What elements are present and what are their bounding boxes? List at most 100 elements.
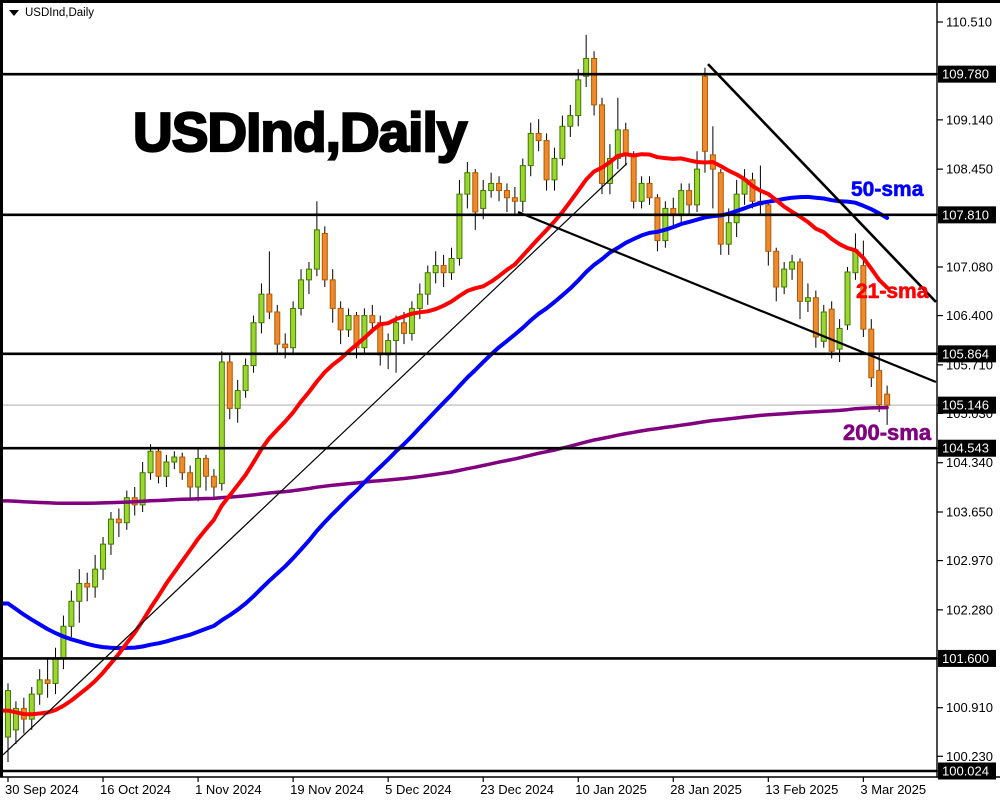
price-tick-label: 104.340 (946, 455, 993, 470)
current-price-label-box (938, 396, 996, 414)
price-level-label-box (938, 762, 996, 780)
candle-body-up (242, 365, 249, 392)
candle-body-down (543, 140, 550, 181)
label-50-sma: 50-sma (851, 178, 924, 202)
price-level-label-box (938, 649, 996, 667)
candle-body-up (789, 261, 796, 270)
candle-body-down (187, 472, 194, 488)
candle-body-up (163, 461, 170, 477)
price-tick-label: 106.400 (946, 308, 993, 323)
candle-body-down (860, 265, 867, 330)
dropdown-triangle-icon (9, 10, 19, 16)
candle-body-up (36, 679, 43, 695)
candle-body-up (519, 165, 526, 202)
candle-body-down (797, 261, 803, 302)
candle-body-up (844, 271, 851, 326)
candle-body-down (155, 450, 162, 477)
ascending-support-line[interactable] (2, 162, 628, 756)
price-tick-label: 109.140 (946, 112, 993, 127)
candle-body-up (92, 568, 99, 588)
candle-body-down (84, 582, 91, 588)
price-tick-label: 102.280 (946, 602, 993, 617)
candle-body-up (432, 265, 439, 274)
date-tick-label: 13 Feb 2025 (765, 782, 838, 797)
date-tick-label: 5 Dec 2024 (385, 782, 452, 797)
current-price-label: 105.146 (942, 398, 989, 413)
candle-body-up (448, 257, 455, 274)
candle-body-up (408, 307, 415, 334)
price-tick-label: 100.230 (946, 749, 993, 764)
candle-body-down (44, 679, 51, 684)
candle-body-up (234, 390, 241, 409)
date-tick-label: 10 Jan 2025 (575, 782, 647, 797)
candle-body-up (123, 497, 130, 524)
candle-body-down (115, 518, 122, 524)
price-level-label: 109.780 (942, 67, 989, 82)
candle-body-up (416, 293, 423, 309)
candle-body-down (266, 293, 273, 313)
price-tick-label: 102.970 (946, 553, 993, 568)
candle-body-down (749, 179, 756, 202)
candle-body-down (876, 370, 883, 406)
candle-body-down (884, 393, 891, 406)
date-tick-label: 23 Dec 2024 (480, 782, 554, 797)
candle-body-up (361, 315, 368, 349)
candle-body-down (503, 190, 510, 199)
candle-body-down (701, 75, 708, 152)
price-level-label: 101.600 (942, 651, 989, 666)
candle-body-up (694, 168, 701, 206)
price-tick-label: 103.650 (946, 505, 993, 520)
date-tick-label: 3 Mar 2025 (860, 782, 926, 797)
symbol-period-selector[interactable]: USDInd,Daily (9, 7, 94, 19)
price-tick-label: 108.450 (946, 162, 993, 177)
date-tick-label: 19 Nov 2024 (290, 782, 364, 797)
candle-body-up (139, 472, 146, 506)
price-level-label-box (938, 345, 996, 363)
candle-body-down (203, 457, 209, 477)
price-level-label-box (938, 65, 996, 83)
candle-body-up (480, 190, 487, 209)
sma-21-line[interactable] (0, 152, 890, 717)
candle-body-up (606, 157, 613, 184)
sma-200-line[interactable] (0, 405, 889, 505)
price-level-label: 100.024 (942, 764, 989, 779)
candle-body-down (535, 132, 542, 142)
candle-body-up (60, 625, 67, 659)
candle-body-down (353, 315, 360, 349)
candle-body-down (401, 322, 407, 334)
candle-body-down (210, 475, 217, 488)
candle-body-down (686, 190, 693, 206)
candle-body-up (298, 279, 305, 309)
candle-body-down (282, 343, 289, 349)
sma-50-line[interactable] (0, 194, 890, 651)
candle-body-up (258, 293, 265, 324)
candle-body-down (654, 197, 661, 242)
price-tick-label: 107.080 (946, 260, 993, 275)
candle-body-down (599, 104, 605, 184)
candle-body-up (575, 79, 582, 117)
candle-body-up (171, 456, 178, 463)
candle-body-up (305, 268, 312, 281)
candle-body-up (527, 132, 534, 167)
candle-body-down (773, 250, 780, 288)
candle-body-up (76, 582, 83, 602)
candle-body-up (559, 125, 566, 159)
label-200-sma: 200-sma (843, 420, 932, 446)
candle-body-down (591, 57, 598, 106)
candle-body-down (179, 456, 186, 474)
candle-body-down (511, 197, 518, 202)
candle-body-up (28, 693, 35, 720)
candle-body-up (393, 322, 400, 342)
descending-trendline-steep[interactable] (707, 63, 937, 303)
candle-body-up (678, 190, 685, 217)
candle-body-down (812, 297, 819, 338)
candle-body-up (52, 657, 59, 684)
candle-body-down (496, 182, 503, 192)
symbol-period-text: USDInd,Daily (25, 7, 95, 19)
candle-body-up (464, 172, 471, 195)
candle-body-up (68, 600, 75, 627)
candle-body-up (345, 315, 352, 331)
price-tick-label: 100.910 (946, 700, 993, 715)
